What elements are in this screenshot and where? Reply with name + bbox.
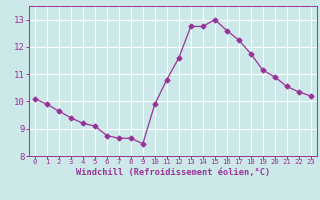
X-axis label: Windchill (Refroidissement éolien,°C): Windchill (Refroidissement éolien,°C) — [76, 168, 270, 177]
